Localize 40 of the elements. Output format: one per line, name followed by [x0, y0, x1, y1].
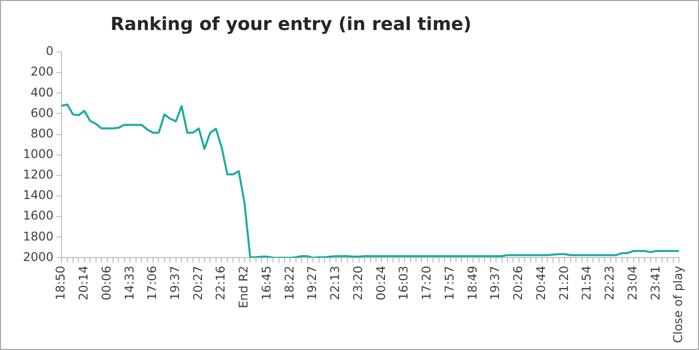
y-tick-label: 400	[30, 85, 54, 100]
y-tick-label: 800	[30, 126, 54, 140]
x-tick-label: 22:23	[602, 266, 617, 300]
y-tick-label: 600	[30, 106, 54, 120]
x-tick-label: End R2	[236, 266, 251, 308]
x-tick-label: Close of play	[671, 266, 686, 344]
x-tick-label: 18:49	[465, 266, 480, 300]
y-tick-label: 1600	[22, 208, 54, 223]
chart-title: Ranking of your entry (in real time)	[109, 14, 473, 35]
x-tick-label: 20:14	[76, 266, 91, 300]
x-tick-label: 14:33	[122, 266, 136, 300]
x-tick-label: 17:57	[442, 266, 456, 300]
x-tick-label: 20:44	[534, 266, 548, 300]
x-tick-label: 21:54	[580, 266, 594, 300]
y-tick-label: 1200	[22, 168, 54, 182]
x-tick-label: 17:06	[145, 266, 160, 300]
y-tick-label: 2000	[22, 250, 54, 264]
x-tick-label: 16:45	[259, 266, 274, 300]
x-tick-label: 22:13	[328, 266, 342, 300]
x-tick-label: 18:50	[54, 266, 68, 300]
x-tick-label: 22:16	[214, 266, 228, 300]
x-tick-label: 23:20	[350, 266, 365, 300]
x-tick-label: 20:26	[511, 266, 526, 300]
x-tick-label: 19:27	[305, 266, 320, 300]
y-tick-label: 200	[30, 64, 54, 79]
y-tick-label: 1800	[22, 229, 54, 244]
y-tick-label: 0	[46, 44, 54, 58]
x-tick-label: 23:04	[625, 266, 640, 300]
x-tick-label: 23:41	[648, 266, 662, 300]
x-tick-label: 21:20	[556, 266, 571, 300]
x-tick-label: 20:27	[190, 266, 205, 300]
y-tick-label: 1000	[22, 146, 54, 161]
x-tick-label: 19:37	[488, 266, 502, 300]
x-tick-label: 00:06	[99, 266, 114, 300]
y-tick-label: 1400	[22, 188, 54, 202]
x-tick-label: 18:22	[282, 266, 296, 300]
x-tick-label: 17:20	[420, 266, 434, 300]
x-tick-label: 16:03	[396, 266, 411, 300]
x-tick-label: 00:24	[374, 266, 388, 300]
x-tick-label: 19:37	[168, 266, 182, 300]
